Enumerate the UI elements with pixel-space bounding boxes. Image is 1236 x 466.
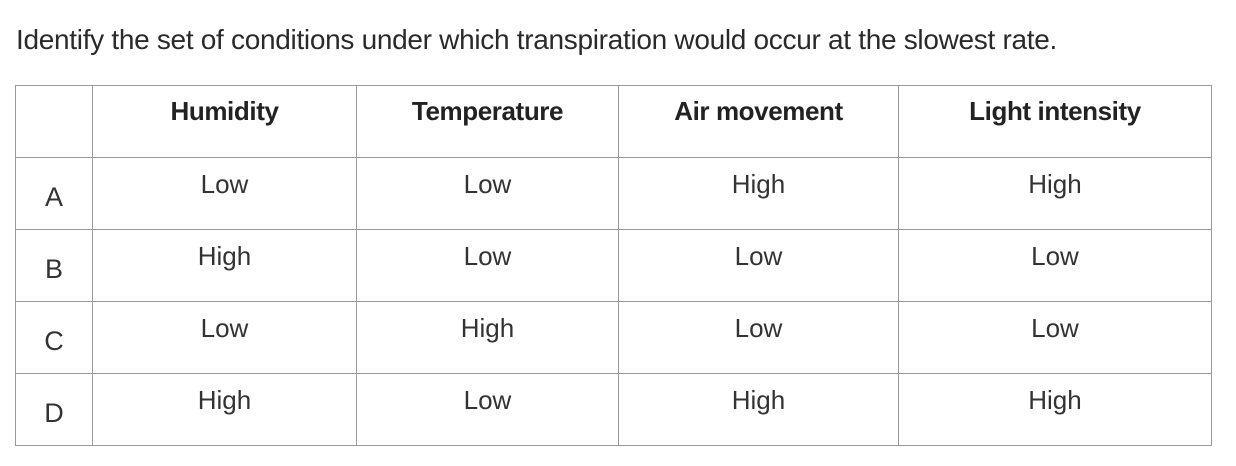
cell-temperature: Low xyxy=(356,157,619,230)
table-row-c: C Low High Low Low xyxy=(15,301,1212,374)
row-label-text: D xyxy=(44,398,64,428)
cell-temperature: Low xyxy=(356,373,619,446)
cell-light-intensity: Low xyxy=(898,229,1212,302)
row-label: B xyxy=(15,229,93,302)
cell-air-movement: Low xyxy=(618,301,899,374)
header-light-intensity: Light intensity xyxy=(898,85,1212,158)
conditions-table: Humidity Temperature Air movement Light … xyxy=(15,85,1212,446)
cell-humidity: Low xyxy=(92,301,357,374)
row-label: C xyxy=(15,301,93,374)
cell-humidity: Low xyxy=(92,157,357,230)
table-header-row: Humidity Temperature Air movement Light … xyxy=(15,85,1212,158)
cell-light-intensity: High xyxy=(898,373,1212,446)
header-air-movement: Air movement xyxy=(618,85,899,158)
cell-air-movement: High xyxy=(618,157,899,230)
cell-temperature: Low xyxy=(356,229,619,302)
question-text: Identify the set of conditions under whi… xyxy=(16,24,1057,55)
table-row-d: D High Low High High xyxy=(15,373,1212,446)
row-label-text: B xyxy=(44,254,63,284)
row-label-text: C xyxy=(44,326,64,356)
cell-temperature: High xyxy=(356,301,619,374)
header-empty xyxy=(15,85,93,158)
cell-humidity: High xyxy=(92,373,357,446)
cell-air-movement: High xyxy=(618,373,899,446)
header-humidity: Humidity xyxy=(92,85,357,158)
cell-humidity: High xyxy=(92,229,357,302)
row-label: D xyxy=(15,373,93,446)
cell-light-intensity: High xyxy=(898,157,1212,230)
header-temperature: Temperature xyxy=(356,85,619,158)
row-label-text: A xyxy=(44,182,63,212)
table-row-a: A Low Low High High xyxy=(15,157,1212,230)
row-label: A xyxy=(15,157,93,230)
cell-light-intensity: Low xyxy=(898,301,1212,374)
table-row-b: B High Low Low Low xyxy=(15,229,1212,302)
cell-air-movement: Low xyxy=(618,229,899,302)
